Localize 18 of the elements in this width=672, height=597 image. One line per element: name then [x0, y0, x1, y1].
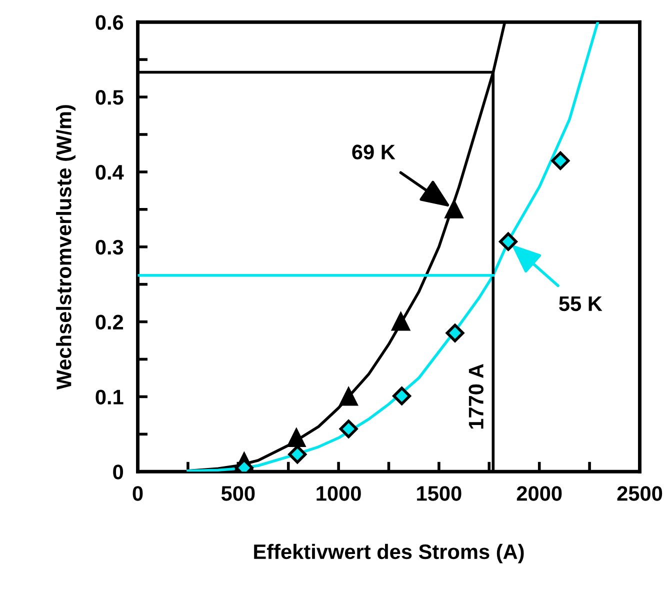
y-tick-label: 0.5 [96, 90, 124, 105]
x-tick-label: 500 [221, 486, 255, 501]
x-tick-label: 2000 [516, 486, 562, 501]
y-tick-label: 0.6 [96, 15, 124, 30]
x-axis-title: Effektivwert des Stroms (A) [254, 544, 524, 564]
annotation: 69 K [352, 144, 396, 160]
x-tick-label: 1000 [316, 486, 361, 501]
annotation: 55 K [559, 296, 602, 312]
y-tick-label: 0.3 [96, 240, 124, 255]
y-tick-label: 0 [113, 464, 124, 480]
y-tick-label: 0.1 [96, 390, 124, 404]
annotation: 1770 A [468, 364, 484, 429]
y-tick-label: 0.4 [96, 164, 124, 180]
y-axis-title: Wechselstromverluste (W/m) [56, 105, 76, 390]
x-tick-label: 0 [132, 486, 143, 501]
y-tick-label: 0.2 [96, 314, 124, 330]
x-tick-label: 1500 [417, 486, 462, 501]
x-tick-label: 2500 [617, 486, 662, 501]
